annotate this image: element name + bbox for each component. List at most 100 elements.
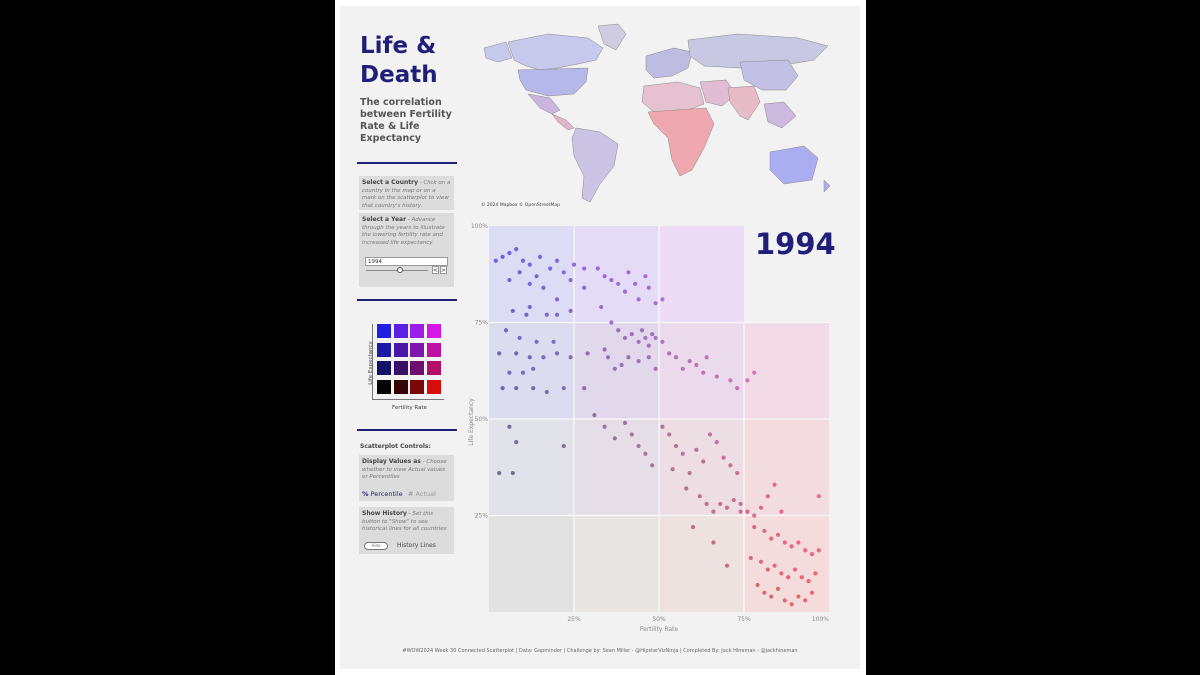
country-point[interactable] xyxy=(534,274,539,279)
country-point[interactable] xyxy=(792,567,798,572)
country-point[interactable] xyxy=(816,494,821,499)
country-point[interactable] xyxy=(704,355,709,360)
country-point[interactable] xyxy=(527,262,532,267)
country-point[interactable] xyxy=(544,312,549,317)
country-point[interactable] xyxy=(622,335,628,341)
country-point[interactable] xyxy=(643,451,648,456)
country-point[interactable] xyxy=(799,575,804,580)
country-point[interactable] xyxy=(809,590,815,595)
country-point[interactable] xyxy=(595,266,600,271)
country-point[interactable] xyxy=(622,289,628,294)
country-point[interactable] xyxy=(643,335,648,341)
country-point[interactable] xyxy=(520,370,526,375)
country-point[interactable] xyxy=(796,540,801,545)
country-point[interactable] xyxy=(745,509,750,514)
country-point[interactable] xyxy=(758,559,764,564)
country-point[interactable] xyxy=(690,524,696,530)
country-point[interactable] xyxy=(622,420,628,425)
map-southeast-asia[interactable] xyxy=(763,101,797,129)
country-point[interactable] xyxy=(724,563,730,568)
country-point[interactable] xyxy=(735,470,740,476)
map-greenland[interactable] xyxy=(597,23,627,51)
country-point[interactable] xyxy=(554,351,560,356)
country-point[interactable] xyxy=(786,575,791,580)
country-point[interactable] xyxy=(769,536,774,541)
country-point[interactable] xyxy=(782,540,787,545)
country-point[interactable] xyxy=(772,482,777,487)
country-point[interactable] xyxy=(507,277,512,283)
country-point[interactable] xyxy=(541,355,546,360)
country-point[interactable] xyxy=(527,304,532,310)
country-point[interactable] xyxy=(585,351,590,356)
country-point[interactable] xyxy=(561,386,566,391)
country-point[interactable] xyxy=(629,432,634,437)
country-point[interactable] xyxy=(660,424,665,429)
country-point[interactable] xyxy=(568,308,573,314)
country-point[interactable] xyxy=(687,470,692,476)
country-point[interactable] xyxy=(633,281,638,286)
country-point[interactable] xyxy=(653,366,658,371)
map-middle-east[interactable] xyxy=(699,79,737,107)
country-point[interactable] xyxy=(752,513,757,518)
country-point[interactable] xyxy=(670,467,675,472)
map-russia[interactable] xyxy=(687,33,829,69)
country-point[interactable] xyxy=(775,532,781,537)
map-alaska[interactable] xyxy=(483,41,513,63)
country-point[interactable] xyxy=(510,470,515,476)
country-point[interactable] xyxy=(514,440,519,445)
country-point[interactable] xyxy=(544,389,549,395)
country-point[interactable] xyxy=(531,386,536,391)
country-point[interactable] xyxy=(728,378,733,383)
country-point[interactable] xyxy=(609,277,614,283)
map-canada[interactable] xyxy=(507,33,604,71)
country-point[interactable] xyxy=(803,548,808,553)
country-point[interactable] xyxy=(680,366,685,371)
country-point[interactable] xyxy=(714,440,719,445)
country-point[interactable] xyxy=(636,359,641,364)
map-north-africa[interactable] xyxy=(641,81,705,113)
country-point[interactable] xyxy=(497,470,502,476)
map-usa[interactable] xyxy=(517,67,589,97)
country-point[interactable] xyxy=(554,297,560,302)
country-point[interactable] xyxy=(643,274,648,279)
country-point[interactable] xyxy=(714,374,719,379)
country-point[interactable] xyxy=(520,258,526,263)
year-slider-handle[interactable] xyxy=(397,267,403,273)
country-point[interactable] xyxy=(602,424,607,429)
country-point[interactable] xyxy=(571,262,577,267)
country-point[interactable] xyxy=(765,567,770,572)
country-point[interactable] xyxy=(561,270,566,275)
country-point[interactable] xyxy=(684,486,689,491)
country-point[interactable] xyxy=(599,304,604,310)
country-point[interactable] xyxy=(537,254,543,259)
country-point[interactable] xyxy=(646,285,651,290)
scatterplot[interactable]: 25% 50% 75% 100% 25% 50% 75% 100% Fertility Rat… xyxy=(460,222,840,634)
country-point[interactable] xyxy=(809,552,815,557)
country-point[interactable] xyxy=(507,424,512,429)
country-point[interactable] xyxy=(531,366,536,371)
country-point[interactable] xyxy=(728,463,733,468)
country-point[interactable] xyxy=(718,501,723,507)
country-point[interactable] xyxy=(503,328,509,333)
country-point[interactable] xyxy=(738,501,743,507)
country-point[interactable] xyxy=(554,258,560,263)
country-point[interactable] xyxy=(612,436,617,441)
country-point[interactable] xyxy=(694,362,699,368)
country-point[interactable] xyxy=(636,443,641,449)
country-point[interactable] xyxy=(554,312,560,317)
country-point[interactable] xyxy=(724,505,730,510)
country-point[interactable] xyxy=(527,281,532,286)
country-point[interactable] xyxy=(701,370,706,375)
country-point[interactable] xyxy=(507,370,512,375)
country-point[interactable] xyxy=(667,351,672,356)
country-point[interactable] xyxy=(514,247,519,252)
country-point[interactable] xyxy=(541,285,546,290)
country-point[interactable] xyxy=(762,528,767,534)
country-point[interactable] xyxy=(592,413,597,418)
country-point[interactable] xyxy=(612,366,617,371)
country-point[interactable] xyxy=(650,463,655,468)
country-point[interactable] xyxy=(748,555,753,561)
country-point[interactable] xyxy=(619,362,624,368)
country-point[interactable] xyxy=(782,598,787,603)
country-point[interactable] xyxy=(561,443,566,449)
